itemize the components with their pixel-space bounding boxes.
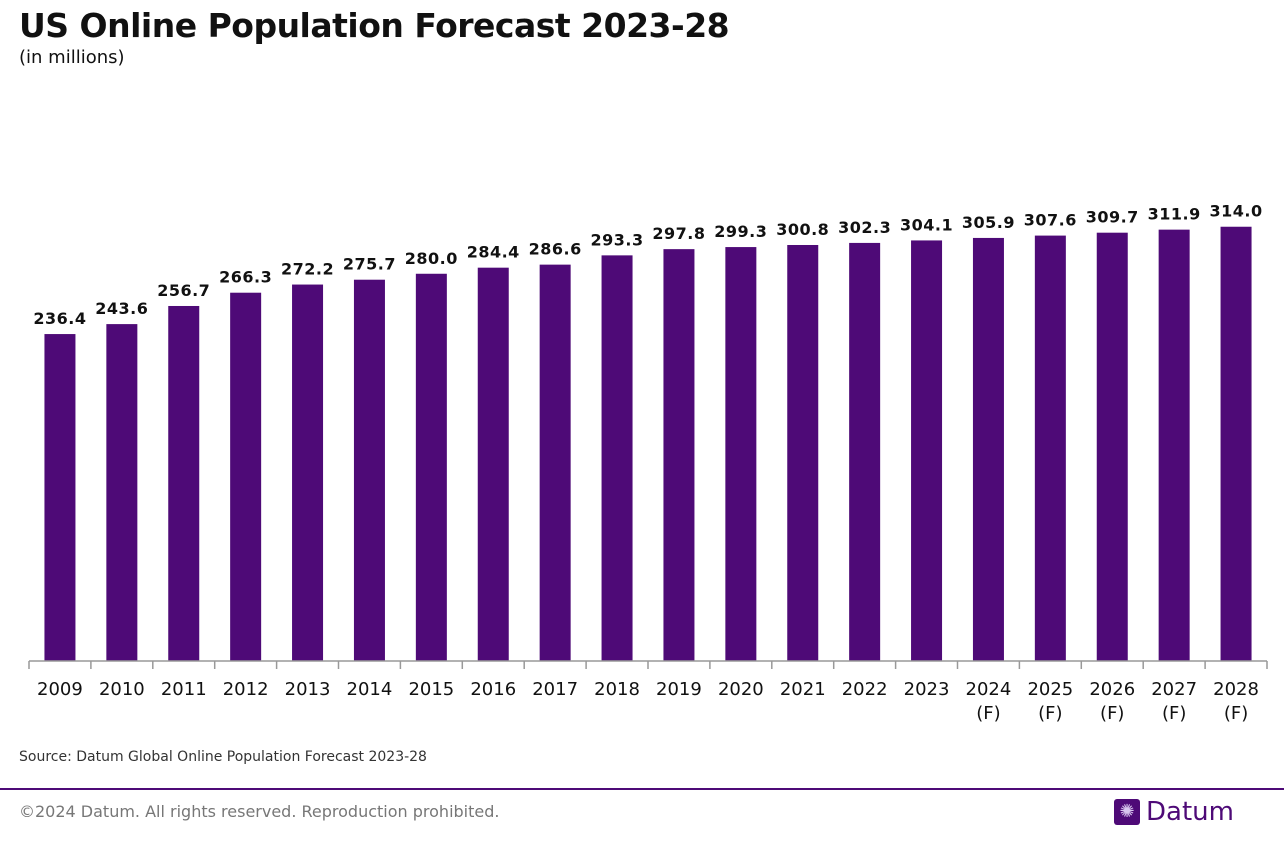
bar [787, 244, 819, 662]
x-tick-label: 2010 [99, 679, 145, 700]
x-tick-label: 2013 [285, 679, 331, 700]
bar [1220, 226, 1252, 661]
data-label: 275.7 [343, 255, 396, 274]
bar [601, 255, 633, 662]
data-label: 266.3 [219, 268, 272, 287]
bar [663, 249, 695, 662]
bar [911, 240, 943, 662]
data-label: 293.3 [590, 230, 643, 249]
globe-icon: ✺ [1114, 799, 1140, 825]
bar-chart: 236.4 2009 243.6 2010 256.7 2011 266.3 2012 272.… [28, 202, 1268, 724]
data-label: 300.8 [776, 220, 829, 239]
datum-logo: ✺ Datum [1114, 797, 1234, 827]
bar [1096, 232, 1128, 661]
x-tick-label: 2017 [532, 679, 578, 700]
x-tick-label: 2015 [408, 679, 454, 700]
chart-title: US Online Population Forecast 2023-28 [19, 6, 730, 45]
bar [539, 264, 571, 661]
data-label: 256.7 [157, 281, 210, 300]
data-label: 280.0 [405, 249, 458, 268]
x-tick-label: 2009 [37, 679, 83, 700]
x-tick-label: 2020 [718, 679, 764, 700]
data-label: 302.3 [838, 218, 891, 237]
data-label: 304.1 [900, 215, 953, 234]
data-label: 307.6 [1024, 211, 1077, 230]
bar [353, 279, 385, 661]
chart-subtitle: (in millions) [19, 47, 125, 68]
x-tick-label: 2026 (F) [1089, 679, 1135, 724]
data-label: 305.9 [962, 213, 1015, 232]
x-tick-label: 2028 (F) [1213, 679, 1259, 724]
data-label: 311.9 [1148, 205, 1201, 224]
x-tick-label: 2019 [656, 679, 702, 700]
bar [230, 292, 262, 661]
data-label: 236.4 [33, 309, 86, 328]
x-tick-label: 2024 (F) [966, 679, 1012, 724]
bar [1158, 229, 1190, 661]
data-label: 272.2 [281, 260, 334, 279]
copyright: ©2024 Datum. All rights reserved. Reprod… [19, 802, 500, 821]
footer-divider [0, 788, 1284, 790]
bar [1034, 235, 1066, 661]
bar [292, 284, 324, 661]
bar [849, 242, 881, 661]
data-label: 314.0 [1209, 202, 1262, 221]
data-label: 299.3 [714, 222, 767, 241]
source-note: Source: Datum Global Online Population F… [19, 749, 427, 765]
bar [972, 237, 1004, 661]
bar [106, 324, 138, 661]
x-tick-label: 2018 [594, 679, 640, 700]
bar [44, 334, 76, 661]
x-tick-label: 2025 (F) [1027, 679, 1073, 724]
x-tick-label: 2014 [347, 679, 393, 700]
data-label: 284.4 [467, 243, 520, 262]
x-tick-label: 2012 [223, 679, 269, 700]
x-tick-label: 2022 [842, 679, 888, 700]
x-tick-label: 2016 [470, 679, 516, 700]
bar [168, 305, 200, 661]
x-tick-label: 2011 [161, 679, 207, 700]
data-label: 286.6 [529, 240, 582, 259]
data-label: 309.7 [1086, 208, 1139, 227]
x-tick-label: 2027 (F) [1151, 679, 1197, 724]
logo-text: Datum [1146, 797, 1234, 827]
data-label: 243.6 [95, 299, 148, 318]
bar [725, 247, 757, 661]
x-tick-label: 2023 [904, 679, 950, 700]
bar [477, 267, 509, 661]
data-label: 297.8 [652, 224, 705, 243]
bar [415, 273, 447, 661]
x-tick-label: 2021 [780, 679, 826, 700]
